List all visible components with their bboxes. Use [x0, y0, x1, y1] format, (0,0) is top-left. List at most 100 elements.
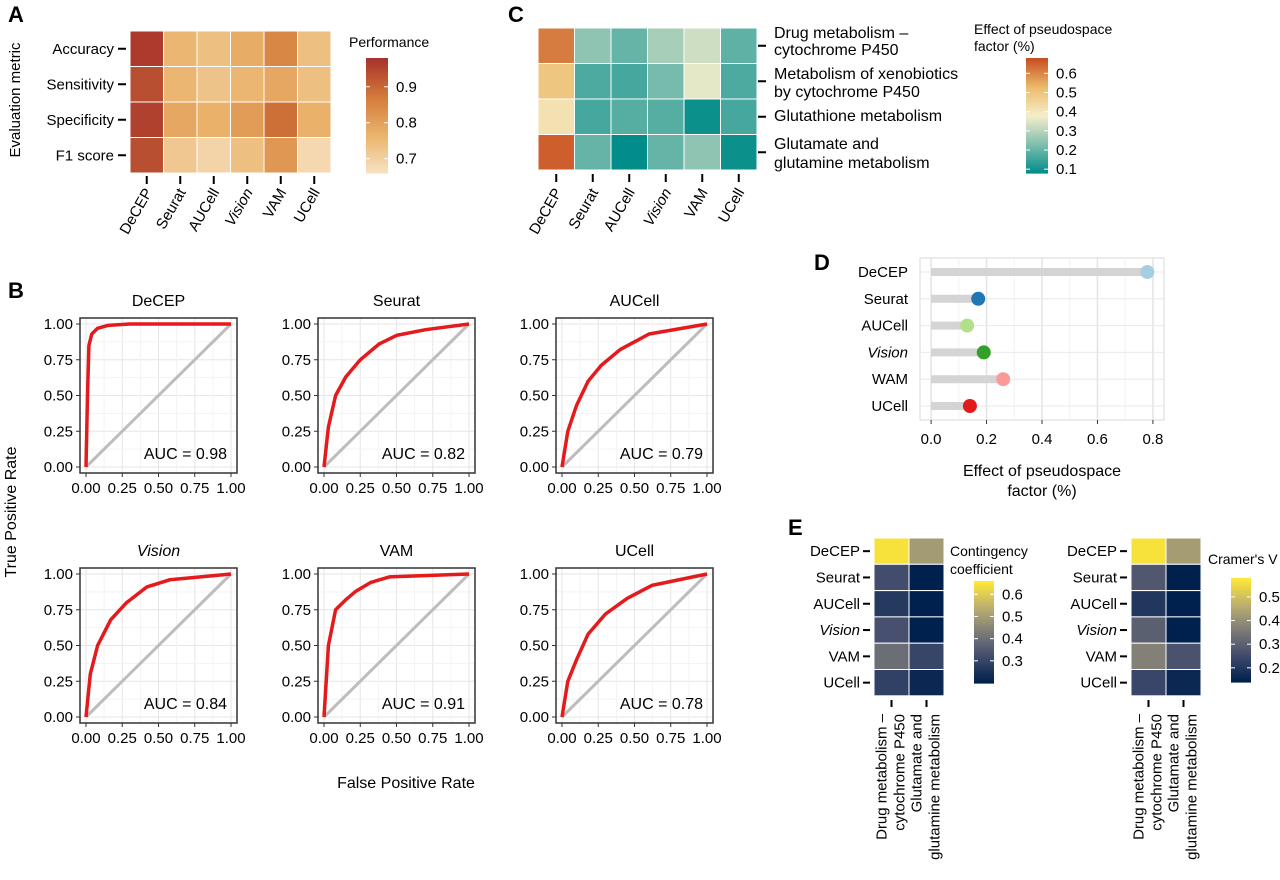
heatmap-e-colorbar-segment	[974, 620, 994, 623]
lollipop-point	[996, 372, 1011, 387]
lollipop-point	[960, 318, 975, 333]
heatmap-e-colorbar-segment	[1231, 664, 1251, 667]
heatmap-a-colorbar-segment	[366, 123, 388, 126]
roc-y-tick-label: 1.00	[282, 316, 311, 333]
heatmap-c-colorbar-segment	[1026, 73, 1048, 76]
heatmap-a-colorbar-segment	[366, 119, 388, 122]
lollipop-point	[1140, 265, 1155, 279]
heatmap-e-colorbar-segment	[974, 635, 994, 638]
roc-title: AUCell	[610, 293, 660, 310]
heatmap-a-cell	[230, 101, 265, 138]
heatmap-e-cell	[873, 537, 910, 565]
heatmap-c-cell	[720, 134, 758, 171]
roc-x-tick-label: 0.00	[71, 480, 100, 497]
heatmap-a-cell	[129, 66, 164, 103]
heatmap-c-colorbar-segment	[1026, 169, 1048, 172]
heatmap-e-colorbar-segment	[1231, 659, 1251, 662]
heatmap-a-colorbar-segment	[366, 127, 388, 130]
heatmap-e-colorbar-segment	[974, 647, 994, 650]
heatmap-e-colorbar-segment	[974, 611, 994, 614]
heatmap-e-colorbar-segment	[1231, 597, 1251, 600]
roc-x-tick-label: 0.00	[547, 480, 576, 497]
heatmap-e-cell	[1165, 537, 1202, 565]
roc-x-tick-label: 1.00	[454, 730, 483, 747]
heatmap-e-colorbar-segment	[974, 606, 994, 609]
heatmap-c-colorbar-segment	[1026, 100, 1048, 103]
heatmap-e-colorbar-segment	[974, 645, 994, 648]
heatmap-c-row-label: Metabolism of xenobiotics by cytochrome P…	[774, 66, 958, 101]
heatmap-e-legend-title: Cramer's V	[1208, 551, 1278, 567]
heatmap-c-colorbar-segment	[1026, 102, 1048, 105]
panel-label-c: C	[508, 2, 524, 27]
heatmap-e-col-label-line: glutamine metabolism	[1184, 714, 1201, 860]
heatmap-c-colorbar-segment	[1026, 69, 1048, 73]
lollipop-x-tick-label: 0.2	[976, 431, 997, 448]
heatmap-e-colorbar-segment	[1231, 609, 1251, 612]
heatmap-e-colorbar-segment	[1231, 604, 1251, 607]
roc-x-tick-label: 0.50	[382, 480, 411, 497]
panel-label-a: A	[8, 2, 24, 27]
heatmap-e-legend-title-line: coefficient	[950, 561, 1013, 577]
heatmap-c-row-label: Glutathione metabolism	[774, 108, 942, 125]
heatmap-e-colorbar-segment	[974, 637, 994, 640]
roc-y-tick-label: 0.75	[44, 602, 73, 619]
heatmap-e-colorbar-segment	[1231, 621, 1251, 624]
heatmap-e-cell	[1130, 616, 1167, 644]
heatmap-c-colorbar-segment	[1026, 165, 1048, 168]
roc-ylabel: True Positive Rate	[3, 446, 20, 577]
roc-diagonal	[84, 322, 233, 469]
heatmap-e-colorbar-segment	[1231, 633, 1251, 636]
heatmap-a-colorbar-segment	[366, 159, 388, 163]
heatmap-e-colorbar-segment	[974, 666, 994, 669]
roc-x-tick-label: 0.50	[620, 480, 649, 497]
heatmap-e-colorbar-segment	[1231, 588, 1251, 591]
heatmap-a-colorbar-segment	[366, 73, 388, 76]
heatmap-e-colorbar-segment	[1231, 657, 1251, 661]
heatmap-e-colorbar-segment	[974, 674, 994, 677]
heatmap-c-colorbar-segment	[1026, 151, 1048, 155]
heatmap-e-colorbar-segment	[974, 591, 994, 594]
heatmap-e-colorbar-segment	[974, 632, 994, 635]
heatmap-c-colorbar-segment	[1026, 163, 1048, 166]
heatmap-e-colorbar-tick-label: 0.3	[1259, 636, 1280, 653]
heatmap-c-col-label: Seurat	[565, 185, 602, 232]
heatmap-a-cell	[163, 66, 198, 103]
roc-curve	[560, 572, 708, 718]
roc-y-tick-label: 0.75	[520, 602, 549, 619]
heatmap-a-colorbar-segment	[366, 121, 388, 124]
heatmap-c-colorbar-segment	[1026, 109, 1048, 113]
heatmap-e-colorbar-segment	[974, 662, 994, 665]
heatmap-e-colorbar-segment	[974, 681, 994, 684]
heatmap-e-col-label: Drug metabolism –cytochrome P450	[874, 713, 909, 840]
heatmap-c-cell	[647, 63, 685, 100]
heatmap-e-colorbar-segment	[974, 649, 994, 652]
heatmap-c-colorbar-segment	[1026, 130, 1048, 134]
heatmap-e-colorbar-segment	[1231, 645, 1251, 648]
heatmap-e-row-label: Seurat	[816, 569, 861, 586]
roc-curve	[84, 572, 232, 718]
heatmap-c-row-label-line: glutamine metabolism	[774, 155, 930, 172]
heatmap-e-colorbar-segment	[974, 659, 994, 662]
roc-curve	[560, 322, 708, 468]
roc-y-tick-label: 0.25	[520, 673, 549, 690]
heatmap-e-colorbar-segment	[1231, 643, 1251, 647]
roc-y-tick-label: 0.75	[520, 352, 549, 369]
heatmap-c-colorbar-segment	[1026, 171, 1048, 174]
roc-curve	[322, 572, 470, 718]
heatmap-e-colorbar-segment	[1231, 680, 1251, 683]
roc-panel-decep	[76, 317, 238, 477]
roc-x-tick-label: 0.50	[382, 730, 411, 747]
heatmap-c-cell	[610, 98, 648, 135]
heatmap-e-colorbar-segment	[1231, 619, 1251, 622]
roc-y-tick-label: 0.00	[282, 459, 311, 476]
roc-y-tick-label: 0.00	[282, 709, 311, 726]
heatmap-a-row-label: F1 score	[56, 147, 114, 164]
heatmap-a-colorbar-segment	[366, 115, 388, 119]
heatmap-c-cell	[574, 98, 612, 135]
heatmap-c-row-label-line: by cytochrome P450	[774, 84, 920, 101]
heatmap-e-colorbar-tick-label: 0.5	[1002, 608, 1023, 625]
heatmap-e-colorbar-segment	[974, 623, 994, 626]
heatmap-e-colorbar-segment	[1231, 578, 1251, 581]
heatmap-a-cell	[230, 66, 265, 103]
heatmap-e-colorbar-segment	[974, 608, 994, 611]
